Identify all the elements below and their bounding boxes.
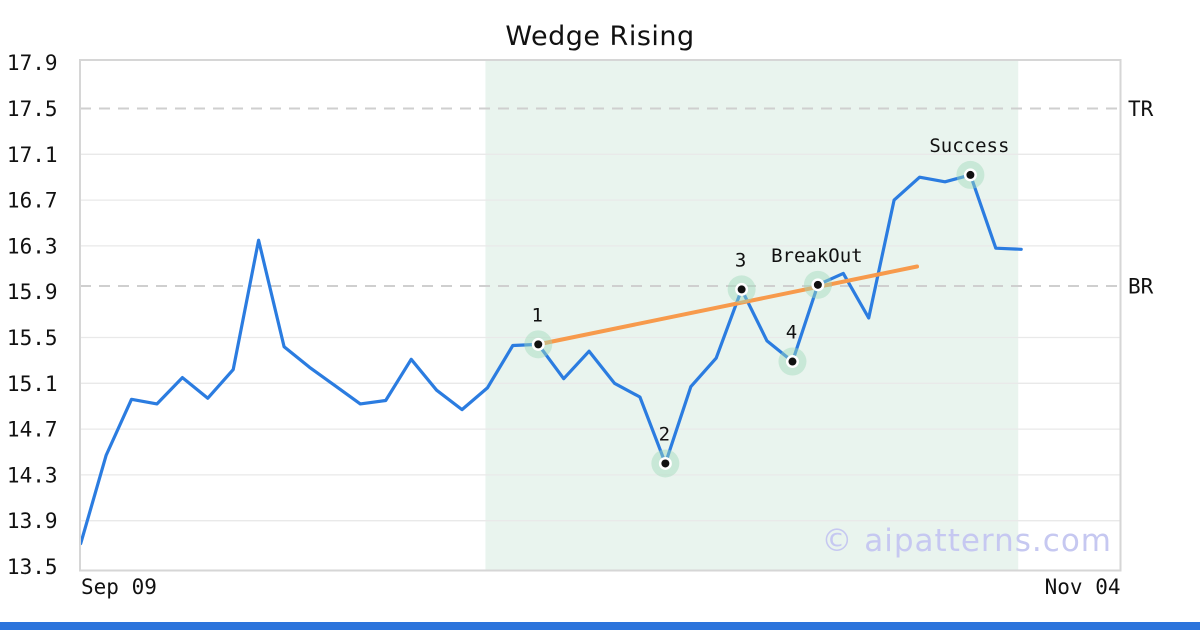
y-tick-label: 16.3 bbox=[7, 234, 58, 258]
marker-1-label: 1 bbox=[532, 304, 543, 326]
y-tick-label: 17.1 bbox=[7, 143, 58, 167]
y-tick-label: 15.1 bbox=[7, 372, 58, 396]
price-line bbox=[79, 173, 1023, 546]
marker-2-label: 2 bbox=[659, 423, 670, 445]
trend-line bbox=[536, 264, 920, 347]
marker-4-dot bbox=[788, 357, 797, 366]
y-tick-label: 14.3 bbox=[7, 463, 58, 487]
x-tick-label-start: Sep 09 bbox=[81, 575, 157, 599]
y-tick-label: 15.9 bbox=[7, 280, 58, 304]
y-tick-label: 16.7 bbox=[7, 189, 58, 213]
plot-border bbox=[79, 59, 1122, 572]
marker-4-label: 4 bbox=[786, 322, 797, 344]
x-tick-label-end: Nov 04 bbox=[1045, 575, 1121, 599]
marker-3-dot bbox=[737, 285, 746, 294]
bottom-accent-bar bbox=[0, 622, 1200, 630]
y-tick-label: 13.9 bbox=[7, 509, 58, 533]
marker-success-label: Success bbox=[929, 135, 1009, 157]
y-tick-label: 17.5 bbox=[7, 97, 58, 121]
marker-breakout-dot bbox=[813, 280, 822, 289]
marker-3-label: 3 bbox=[735, 249, 746, 271]
marker-breakout-label: BreakOut bbox=[771, 245, 863, 267]
level-label-tr: TR bbox=[1128, 97, 1154, 121]
marker-1-dot bbox=[534, 340, 543, 349]
level-label-br: BR bbox=[1128, 274, 1154, 298]
y-tick-label: 17.9 bbox=[7, 51, 58, 75]
marker-success-dot bbox=[966, 170, 975, 179]
marker-2-dot bbox=[661, 459, 670, 468]
chart-title: Wedge Rising bbox=[505, 21, 695, 52]
y-tick-label: 14.7 bbox=[7, 418, 58, 442]
y-tick-label: 13.5 bbox=[7, 555, 58, 579]
y-tick-label: 15.5 bbox=[7, 326, 58, 350]
pattern-highlight-region bbox=[485, 61, 1019, 570]
